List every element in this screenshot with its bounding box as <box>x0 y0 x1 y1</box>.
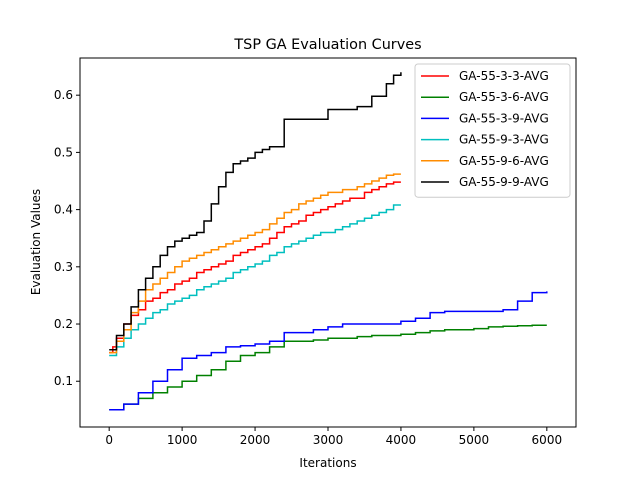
x-tick-label: 5000 <box>459 433 490 447</box>
series-line-2 <box>109 324 547 411</box>
legend-entry: GA-55-9-3-AVG <box>459 133 549 147</box>
chart-title: TSP GA Evaluation Curves <box>233 37 421 53</box>
legend: GA-55-3-3-AVG GA-55-3-6-AVG GA-55-3-9-AVG G… <box>414 63 571 198</box>
y-tick-label: 0.4 <box>54 203 73 217</box>
legend-entry: GA-55-3-9-AVG <box>459 111 549 125</box>
x-tick-label: 1000 <box>167 433 198 447</box>
series-line-3 <box>109 291 548 411</box>
y-tick-label: 0.6 <box>54 88 73 102</box>
axes: 0 1000 2000 3000 4000 5000 6000 0.1 0.2 0.3 0.4 0.5… <box>54 57 577 447</box>
y-tick-label: 0.1 <box>54 374 73 388</box>
x-tick-label: 4000 <box>386 433 417 447</box>
x-tick-label: 3000 <box>313 433 344 447</box>
x-tick-label: 0 <box>105 433 113 447</box>
legend-entry: GA-55-9-6-AVG <box>459 154 549 168</box>
legend-entry: GA-55-3-6-AVG <box>459 90 549 104</box>
legend-entry: GA-55-9-9-AVG <box>459 175 549 189</box>
y-tick-label: 0.3 <box>54 260 73 274</box>
series-line-1 <box>109 181 401 354</box>
x-tick-label: 2000 <box>240 433 271 447</box>
x-tick-label: 6000 <box>532 433 563 447</box>
plot-area <box>109 72 548 411</box>
series-line-6 <box>109 72 402 351</box>
y-axis-label: Evaluation Values <box>29 189 43 295</box>
legend-box <box>414 63 571 198</box>
legend-entry: GA-55-3-3-AVG <box>459 69 549 83</box>
x-axis-label: Iterations <box>299 456 356 470</box>
series-line-4 <box>109 204 401 357</box>
series-line-5 <box>109 173 401 354</box>
y-tick-label: 0.2 <box>54 317 73 331</box>
y-tick-label: 0.5 <box>54 145 73 159</box>
